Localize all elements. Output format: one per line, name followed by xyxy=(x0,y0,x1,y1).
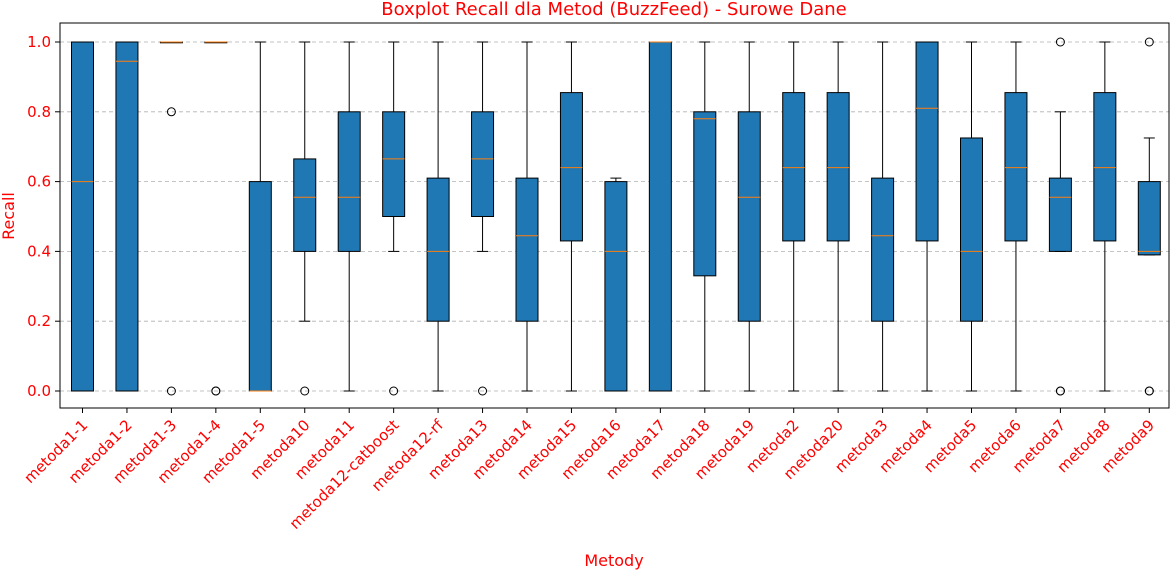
y-tick-label: 0.2 xyxy=(27,312,51,330)
iqr-box xyxy=(115,41,139,392)
iqr-box xyxy=(471,111,495,217)
outlier-point xyxy=(389,386,399,396)
iqr-box xyxy=(604,181,628,392)
box-layer xyxy=(71,37,1161,396)
iqr-box xyxy=(1093,92,1117,242)
box-metoda18 xyxy=(693,41,717,392)
iqr-box xyxy=(737,111,761,322)
plot-frame xyxy=(59,22,1170,409)
outlier-point xyxy=(166,386,176,396)
iqr-box xyxy=(915,41,939,242)
outlier-point xyxy=(1055,386,1065,396)
box-metoda1-4 xyxy=(204,41,228,396)
iqr-box xyxy=(71,41,94,392)
iqr-box xyxy=(1048,177,1072,252)
box-metoda1-5 xyxy=(248,41,272,392)
iqr-box xyxy=(293,158,317,252)
outlier-point xyxy=(1055,37,1065,47)
iqr-box xyxy=(960,137,983,322)
y-tick-label: 0.0 xyxy=(27,382,51,400)
box-metoda14 xyxy=(515,41,539,392)
box-metoda16 xyxy=(604,177,628,392)
y-tick-label: 0.8 xyxy=(27,103,51,121)
outlier-point xyxy=(300,386,310,396)
y-ticks: 0.0 0.2 0.4 0.6 0.8 1.0 xyxy=(27,33,60,400)
box-metoda15 xyxy=(559,41,583,392)
box-metoda7 xyxy=(1048,37,1072,396)
box-metoda20 xyxy=(826,41,850,392)
box-metoda1-3 xyxy=(159,41,183,396)
box-metoda17 xyxy=(648,41,672,392)
x-axis-label: Metody xyxy=(584,551,643,570)
box-metoda12-rf xyxy=(426,41,450,392)
outlier-point xyxy=(1144,37,1154,47)
y-tick-label: 0.4 xyxy=(27,242,51,260)
iqr-box xyxy=(693,111,717,277)
iqr-box xyxy=(1137,181,1161,256)
box-metoda1-2 xyxy=(115,41,139,392)
iqr-box xyxy=(515,177,539,322)
box-metoda4 xyxy=(915,41,939,392)
iqr-box xyxy=(826,92,850,242)
chart-title: Boxplot Recall dla Metod (BuzzFeed) - Su… xyxy=(381,0,846,20)
box-metoda3 xyxy=(871,41,895,392)
iqr-box xyxy=(559,92,583,242)
iqr-box xyxy=(782,92,806,242)
box-metoda10 xyxy=(293,41,317,396)
iqr-box xyxy=(1004,92,1028,242)
outlier-point xyxy=(211,386,221,396)
iqr-box xyxy=(426,177,450,322)
box-metoda13 xyxy=(471,41,495,396)
box-metoda6 xyxy=(1004,41,1028,392)
iqr-box xyxy=(248,181,272,392)
y-axis-label: Recall xyxy=(0,192,18,240)
box-metoda19 xyxy=(737,41,761,392)
outlier-point xyxy=(1144,386,1154,396)
outlier-point xyxy=(478,386,488,396)
box-metoda12-catboost xyxy=(382,41,406,396)
iqr-box xyxy=(382,111,406,217)
outlier-point xyxy=(166,107,176,117)
box-metoda8 xyxy=(1093,41,1117,392)
box-metoda5 xyxy=(960,41,983,392)
box-metoda9 xyxy=(1137,37,1161,396)
iqr-box xyxy=(648,41,672,392)
iqr-box xyxy=(337,111,361,252)
y-tick-label: 0.6 xyxy=(27,173,51,191)
box-metoda2 xyxy=(782,41,806,392)
y-tick-label: 1.0 xyxy=(27,33,51,51)
box-metoda11 xyxy=(337,41,361,392)
iqr-box xyxy=(871,177,895,322)
box-metoda1-1 xyxy=(71,41,94,392)
x-ticks: metoda1-1metoda1-2metoda1-3metoda1-4meto… xyxy=(21,408,1158,533)
